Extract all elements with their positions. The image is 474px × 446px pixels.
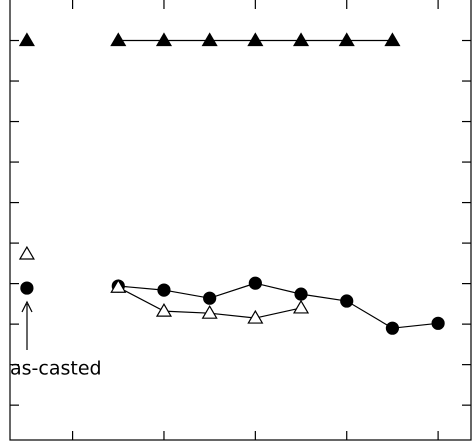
marker <box>384 32 401 47</box>
annotation: as-casted <box>10 358 102 380</box>
marker <box>431 316 445 330</box>
marker <box>247 309 264 324</box>
marker <box>18 32 35 47</box>
marker <box>248 276 262 290</box>
marker <box>155 32 173 47</box>
marker <box>340 294 354 308</box>
marker <box>292 32 310 47</box>
marker <box>338 32 355 47</box>
marker <box>247 32 264 47</box>
marker <box>155 302 173 317</box>
annotation-arrowhead <box>21 300 33 313</box>
marker <box>292 299 310 314</box>
marker <box>201 304 218 319</box>
marker <box>20 281 34 295</box>
marker <box>385 321 400 335</box>
series-line <box>118 282 439 329</box>
marker <box>294 287 308 301</box>
marker <box>110 279 127 293</box>
marker <box>110 32 127 47</box>
marker <box>201 32 218 47</box>
marker <box>18 245 35 260</box>
marker <box>157 283 171 297</box>
marker <box>203 291 217 305</box>
plot-frame <box>9 0 472 441</box>
